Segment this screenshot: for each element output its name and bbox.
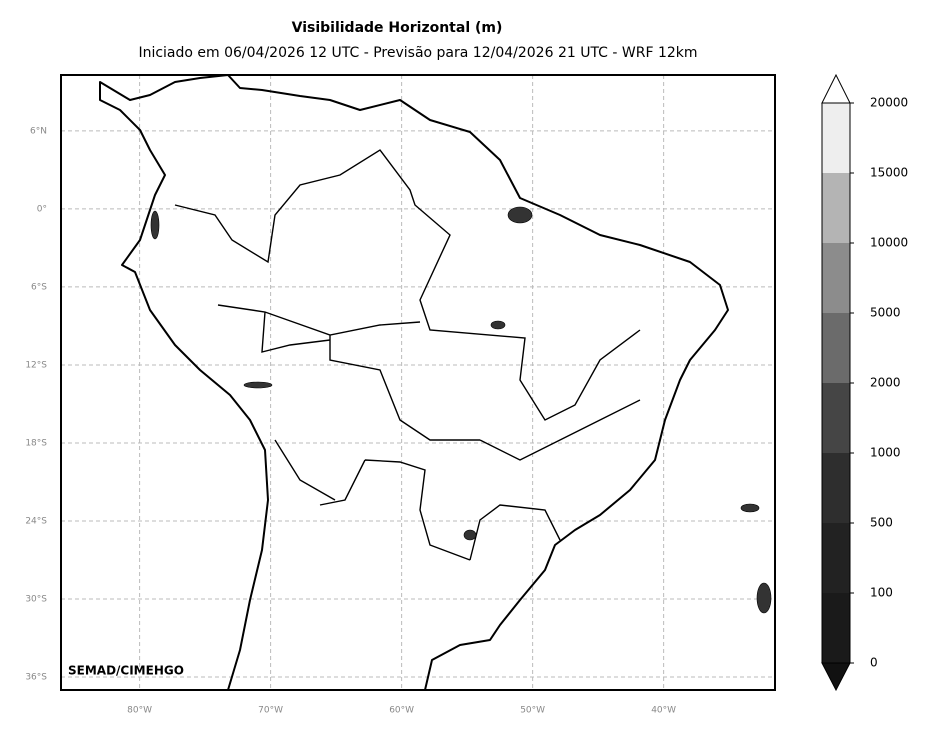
blot: [463, 529, 477, 541]
lon-tick-label: 60°W: [389, 706, 414, 716]
colorbar-tick-label: 20000: [870, 96, 908, 110]
blot: [740, 503, 760, 513]
colorbar-segment: [822, 313, 850, 383]
colorbar-tick-label: 100: [870, 586, 893, 600]
subtitle: Iniciado em 06/04/2026 12 UTC - Previsão…: [138, 45, 697, 61]
colorbar-tick-label: 10000: [870, 236, 908, 250]
credit: SEMAD/CIMEHGO: [68, 664, 184, 678]
lon-tick-label: 80°W: [127, 706, 152, 716]
blot: [490, 320, 506, 330]
colorbar-tick-label: 5000: [870, 306, 901, 320]
lat-tick-label: 6°S: [31, 282, 47, 292]
map-outlines: [99, 74, 772, 691]
lat-tick-label: 36°S: [25, 672, 47, 682]
country-borders: [174, 149, 641, 561]
colorbar-over: [821, 73, 851, 104]
colorbar-tick-label: 0: [870, 656, 878, 670]
blot: [507, 206, 533, 224]
colorbar-under: [821, 662, 851, 692]
title: Visibilidade Horizontal (m): [292, 20, 503, 36]
lon-tick-label: 70°W: [258, 706, 283, 716]
colorbar-segment: [822, 103, 850, 173]
lat-tick-label: 0°: [37, 204, 47, 214]
lat-tick-label: 18°S: [25, 438, 47, 448]
lon-tick-label: 50°W: [520, 706, 545, 716]
colorbar-segment: [822, 243, 850, 313]
lat-tick-label: 30°S: [25, 594, 47, 604]
colorbar-segment: [822, 453, 850, 523]
colorbar-segment: [822, 523, 850, 593]
visibility-blots: [150, 206, 772, 614]
colorbar-tick-label: 1000: [870, 446, 901, 460]
colorbar: 0 100 500 1000 2000 5000 10000 15000 20000: [821, 73, 908, 692]
grid: [61, 75, 775, 690]
blot: [756, 582, 772, 614]
blot: [150, 210, 160, 240]
colorbar-tick-label: 2000: [870, 376, 901, 390]
lat-tick-label: 12°S: [25, 360, 47, 370]
colorbar-tick-label: 15000: [870, 166, 908, 180]
colorbar-segment: [822, 383, 850, 453]
colorbar-segment: [822, 173, 850, 243]
lon-tick-label: 40°W: [651, 706, 676, 716]
map-frame: [60, 74, 776, 691]
colorbar-segment: [822, 593, 850, 663]
coastline: [99, 74, 729, 691]
colorbar-tick-label: 500: [870, 516, 893, 530]
lat-tick-label: 6°N: [30, 126, 47, 136]
lat-tick-label: 24°S: [25, 516, 47, 526]
blot: [243, 381, 273, 389]
